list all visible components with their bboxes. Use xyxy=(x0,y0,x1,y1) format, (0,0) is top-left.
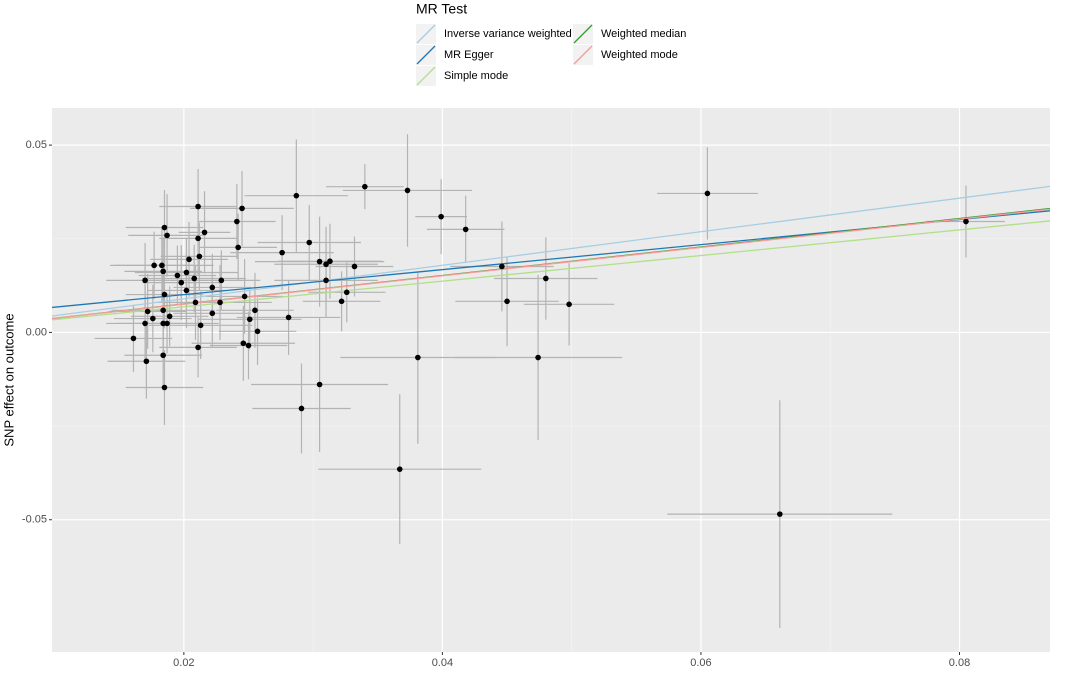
plot-layer xyxy=(52,134,1050,629)
point xyxy=(566,301,572,308)
point xyxy=(235,244,241,251)
point xyxy=(234,218,240,225)
legend-label: Inverse variance weighted xyxy=(444,28,572,40)
point xyxy=(166,313,173,320)
point xyxy=(293,192,300,199)
legend-label: Weighted mode xyxy=(601,49,678,61)
point xyxy=(438,213,444,220)
point xyxy=(160,307,166,314)
point xyxy=(254,328,261,335)
point xyxy=(178,279,185,286)
point xyxy=(195,235,201,242)
point xyxy=(217,299,223,306)
point xyxy=(151,262,157,269)
point xyxy=(142,320,148,327)
point xyxy=(191,275,198,282)
legend-swatch xyxy=(573,45,593,65)
point xyxy=(209,310,216,317)
plot-panel xyxy=(52,108,1050,652)
x-tick-label: 0.02 xyxy=(173,657,194,669)
point xyxy=(161,291,168,298)
legend-swatch xyxy=(416,66,436,86)
legend-swatch xyxy=(573,24,593,44)
point xyxy=(404,187,411,194)
x-tick-label: 0.06 xyxy=(690,657,711,669)
point xyxy=(323,277,329,284)
point xyxy=(504,298,510,305)
point xyxy=(415,354,421,361)
point xyxy=(209,284,216,291)
point xyxy=(218,277,225,284)
point xyxy=(159,262,165,269)
point xyxy=(239,205,245,212)
point xyxy=(164,320,170,327)
point xyxy=(351,263,358,270)
point xyxy=(142,277,148,284)
point xyxy=(240,340,247,347)
point xyxy=(161,384,168,391)
point xyxy=(252,307,258,314)
point xyxy=(777,511,783,517)
point xyxy=(462,226,469,233)
point xyxy=(245,342,252,349)
legend-title: MR Test xyxy=(416,1,467,17)
point xyxy=(704,190,711,197)
y-tick-label: -0.05 xyxy=(22,514,47,526)
regression-line xyxy=(52,185,1050,317)
point xyxy=(241,293,248,300)
point xyxy=(396,466,403,472)
point xyxy=(362,183,368,190)
point xyxy=(150,315,156,322)
y-axis-title: SNP effect on outcome xyxy=(1,313,16,446)
legend-label: MR Egger xyxy=(444,49,494,61)
point xyxy=(285,314,292,321)
point xyxy=(160,352,166,359)
legend-swatch xyxy=(416,24,436,44)
point xyxy=(161,224,168,231)
point xyxy=(130,335,137,342)
point xyxy=(192,299,199,306)
point xyxy=(183,269,190,276)
x-tick-label: 0.08 xyxy=(949,657,970,669)
x-tick-label: 0.04 xyxy=(432,657,453,669)
y-tick-label: 0.05 xyxy=(26,139,47,151)
point xyxy=(327,258,333,265)
point xyxy=(343,289,350,296)
point xyxy=(160,268,166,275)
point xyxy=(963,218,969,225)
point xyxy=(338,298,345,305)
point xyxy=(543,275,549,282)
point xyxy=(323,261,329,268)
point xyxy=(186,256,192,263)
point xyxy=(316,381,323,388)
point xyxy=(195,344,201,351)
point xyxy=(316,258,323,265)
point xyxy=(183,287,190,294)
point xyxy=(197,322,204,329)
y-tick-label: 0.00 xyxy=(26,326,47,338)
point xyxy=(143,358,150,365)
point xyxy=(196,253,203,260)
point xyxy=(246,316,253,323)
point xyxy=(535,354,541,361)
legend-swatch xyxy=(416,45,436,65)
point xyxy=(201,229,208,236)
point xyxy=(164,232,170,239)
point xyxy=(160,320,166,327)
point xyxy=(144,308,151,315)
point xyxy=(306,239,313,246)
point xyxy=(174,272,181,279)
point xyxy=(279,249,285,256)
point xyxy=(195,203,201,210)
point xyxy=(499,263,505,270)
legend-label: Simple mode xyxy=(444,70,508,82)
point xyxy=(298,405,305,412)
legend-label: Weighted median xyxy=(601,28,686,40)
